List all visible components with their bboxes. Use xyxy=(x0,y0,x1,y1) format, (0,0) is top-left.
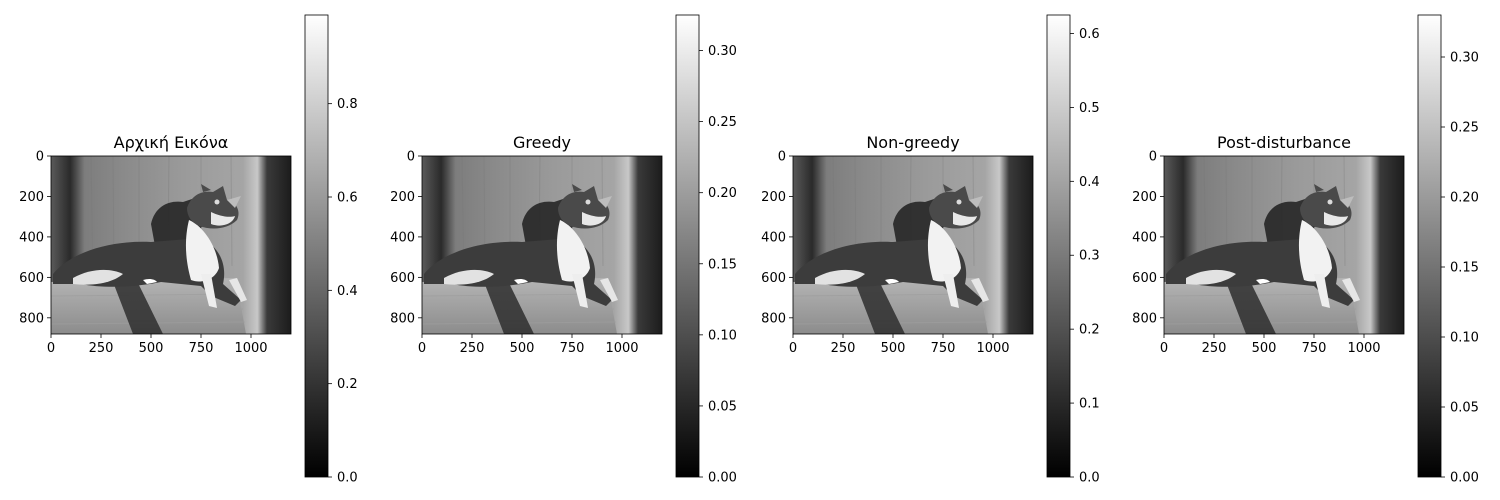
colorbar-tick-label: 0.00 xyxy=(708,471,737,486)
y-ticks: 0 200 400 600 800 xyxy=(1132,150,1164,326)
y-tick-label: 800 xyxy=(390,311,415,326)
x-tick-label: 500 xyxy=(1252,341,1277,356)
x-ticks: 0 250 500 750 1000 xyxy=(47,334,268,356)
x-tick-label: 500 xyxy=(510,341,535,356)
colorbar-tick-label: 0.3 xyxy=(1079,249,1100,264)
y-tick-label: 200 xyxy=(19,190,44,205)
cat-image xyxy=(51,156,291,334)
y-tick-label: 800 xyxy=(1132,311,1157,326)
y-tick-label: 0 xyxy=(1149,150,1157,165)
x-tick-label: 1000 xyxy=(605,341,638,356)
colorbar-tick-label: 0.8 xyxy=(337,97,358,112)
colorbar-tick-label: 0.4 xyxy=(337,284,358,299)
colorbar-tick-label: 0.20 xyxy=(708,186,737,201)
axes-border xyxy=(1163,155,1405,335)
y-tick-label: 600 xyxy=(761,271,786,286)
colorbar-ticks: 0.00 0.05 0.10 0.15 0.20 0.25 0.30 xyxy=(1441,51,1479,486)
y-tick-label: 400 xyxy=(1132,230,1157,245)
colorbar-tick-label: 0.0 xyxy=(1079,471,1100,486)
colorbar-tick-label: 0.0 xyxy=(337,471,358,486)
colorbar-tick-label: 0.10 xyxy=(1450,331,1479,346)
colorbar-tick-label: 0.05 xyxy=(1450,401,1479,416)
x-tick-label: 1000 xyxy=(1347,341,1380,356)
colorbar-tick-label: 0.25 xyxy=(708,115,737,130)
colorbar xyxy=(1417,14,1442,478)
y-tick-label: 200 xyxy=(761,190,786,205)
colorbar-tick-label: 0.25 xyxy=(1450,121,1479,136)
colorbar xyxy=(675,14,700,478)
colorbar xyxy=(1046,14,1071,478)
x-tick-label: 250 xyxy=(1202,341,1227,356)
colorbar-tick-label: 0.6 xyxy=(1079,27,1100,42)
y-tick-label: 0 xyxy=(778,150,786,165)
x-tick-label: 250 xyxy=(89,341,114,356)
y-tick-label: 0 xyxy=(407,150,415,165)
panel-title: Post-disturbance xyxy=(1217,133,1351,152)
colorbar-tick-label: 0.30 xyxy=(708,44,737,59)
x-tick-label: 750 xyxy=(560,341,585,356)
colorbar-tick-label: 0.2 xyxy=(337,377,358,392)
x-tick-label: 750 xyxy=(931,341,956,356)
y-tick-label: 400 xyxy=(19,230,44,245)
panel-title: Greedy xyxy=(513,133,571,152)
panel-3: Non-greedy 0 250 500 750 1000 0200400600800 … xyxy=(761,14,1100,486)
x-tick-label: 1000 xyxy=(976,341,1009,356)
panel-4: Post-disturbance 0 250 500 750 1000 0 200 400 6… xyxy=(1132,14,1479,486)
y-ticks: 0 200 400 600 800 xyxy=(390,150,422,326)
x-tick-label: 0 xyxy=(47,341,55,356)
x-tick-label: 750 xyxy=(1302,341,1327,356)
x-tick-label: 500 xyxy=(881,341,906,356)
x-tick-label: 250 xyxy=(831,341,856,356)
colorbar-tick-label: 0.05 xyxy=(708,399,737,414)
colorbar-tick-label: 0.00 xyxy=(1450,471,1479,486)
x-tick-label: 500 xyxy=(139,341,164,356)
colorbar xyxy=(304,14,329,478)
y-tick-label: 400 xyxy=(761,230,786,245)
x-ticks: 0 250 500 750 1000 xyxy=(418,334,639,356)
y-tick-label: 200 xyxy=(390,190,415,205)
y-tick-label: 600 xyxy=(19,271,44,286)
x-tick-label: 250 xyxy=(460,341,485,356)
cat-image xyxy=(1164,156,1404,334)
colorbar-tick-label: 0.5 xyxy=(1079,101,1100,116)
colorbar-tick-label: 0.15 xyxy=(708,257,737,272)
colorbar-tick-label: 0.2 xyxy=(1079,323,1100,338)
x-tick-label: 0 xyxy=(789,341,797,356)
colorbar-tick-label: 0.15 xyxy=(1450,261,1479,276)
panel-title: Αρχική Εικόνα xyxy=(114,133,229,152)
panel-1: Αρχική Εικόνα 0 250 500 750 1000 0 200 400 600 8… xyxy=(19,14,358,486)
x-tick-label: 0 xyxy=(418,341,426,356)
panel-title: Non-greedy xyxy=(866,133,959,152)
colorbar-ticks: 0.0 0.1 0.2 0.3 0.4 0.5 0.6 xyxy=(1070,27,1100,486)
x-tick-label: 0 xyxy=(1160,341,1168,356)
colorbar-tick-label: 0.6 xyxy=(337,191,358,206)
y-tick-label: 800 xyxy=(19,311,44,326)
colorbar-ticks: 0.0 0.2 0.4 0.6 0.8 xyxy=(328,97,358,486)
y-tick-label: 400 xyxy=(390,230,415,245)
axes-border xyxy=(50,155,292,335)
y-tick-label: 600 xyxy=(1132,271,1157,286)
y-tick-label: 0 xyxy=(36,150,44,165)
x-tick-label: 1000 xyxy=(234,341,267,356)
x-ticks: 0 250 500 750 1000 xyxy=(789,334,1010,356)
y-tick-label: 800 xyxy=(761,311,786,326)
y-ticks: 0 200 400 600 800 xyxy=(19,150,51,326)
y-tick-label: 600 xyxy=(390,271,415,286)
colorbar-tick-label: 0.1 xyxy=(1079,397,1100,412)
colorbar-tick-label: 0.10 xyxy=(708,328,737,343)
colorbar-tick-label: 0.30 xyxy=(1450,51,1479,66)
y-ticks: 0 200 400 600 800 xyxy=(761,150,793,326)
cat-image xyxy=(422,156,662,334)
colorbar-ticks: 0.00 0.05 0.10 0.15 0.20 0.25 0.30 xyxy=(699,44,737,486)
axes-border xyxy=(421,155,663,335)
panel-2: Greedy 0 250 500 750 1000 0 200 400 600 800 0.00… xyxy=(390,14,737,486)
y-tick-label: 200 xyxy=(1132,190,1157,205)
x-ticks: 0 250 500 750 1000 xyxy=(1160,334,1381,356)
colorbar-tick-label: 0.4 xyxy=(1079,175,1100,190)
colorbar-tick-label: 0.20 xyxy=(1450,191,1479,206)
axes-border xyxy=(792,155,1034,335)
cat-image xyxy=(793,156,1033,334)
x-tick-label: 750 xyxy=(189,341,214,356)
